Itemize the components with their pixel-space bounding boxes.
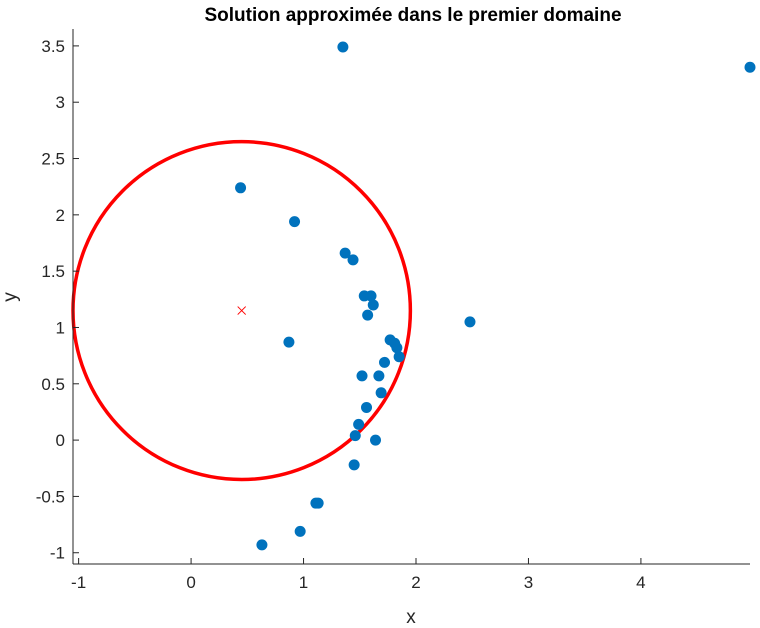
data-point: [235, 182, 247, 194]
data-point: [312, 497, 324, 509]
data-point: [365, 290, 377, 302]
x-tick-label: 4: [636, 573, 645, 592]
data-point: [347, 254, 359, 266]
y-tick-label: -1: [50, 544, 65, 563]
y-tick-label: 2: [56, 206, 65, 225]
data-point: [289, 216, 301, 228]
center-marker: [237, 306, 247, 315]
y-axis-label: y: [0, 292, 21, 302]
data-point: [339, 247, 351, 259]
data-point: [353, 418, 365, 430]
data-point: [349, 430, 361, 442]
y-tick-label: 2.5: [41, 150, 65, 169]
x-tick-label: 0: [186, 573, 195, 592]
x-tick-label: -1: [71, 573, 86, 592]
data-point: [294, 525, 306, 537]
data-point: [370, 434, 382, 446]
data-point: [283, 336, 295, 348]
data-point: [375, 387, 387, 399]
y-tick-label: 1.5: [41, 262, 65, 281]
data-point: [348, 459, 360, 471]
data-point: [356, 370, 368, 382]
data-point: [464, 316, 476, 328]
data-point: [256, 539, 268, 551]
y-tick-label: 1: [56, 318, 65, 337]
data-point: [379, 356, 391, 368]
x-axis-label: x: [406, 607, 416, 628]
y-tick-label: 3.5: [41, 37, 65, 56]
data-point: [391, 342, 403, 354]
x-tick-label: 3: [524, 573, 533, 592]
x-tick-label: 1: [299, 573, 308, 592]
data-point: [744, 61, 756, 73]
y-tick-label: -0.5: [36, 487, 65, 506]
data-point: [361, 401, 373, 413]
x-ticks: -1 0 1 2 3 4: [71, 558, 646, 592]
data-point: [393, 351, 405, 363]
data-point: [373, 370, 385, 382]
plot-area: [71, 41, 756, 551]
data-point: [367, 299, 379, 311]
y-tick-label: 3: [56, 93, 65, 112]
x-tick-label: 2: [411, 573, 420, 592]
y-ticks: -1 -0.5 0 0.5 1 1.5 2 2.5 3 3.5: [36, 37, 79, 563]
data-point: [337, 41, 349, 53]
y-tick-label: 0.5: [41, 375, 65, 394]
y-tick-label: 0: [56, 431, 65, 450]
chart-title: Solution approximée dans le premier doma…: [204, 5, 621, 26]
data-point: [362, 309, 374, 321]
